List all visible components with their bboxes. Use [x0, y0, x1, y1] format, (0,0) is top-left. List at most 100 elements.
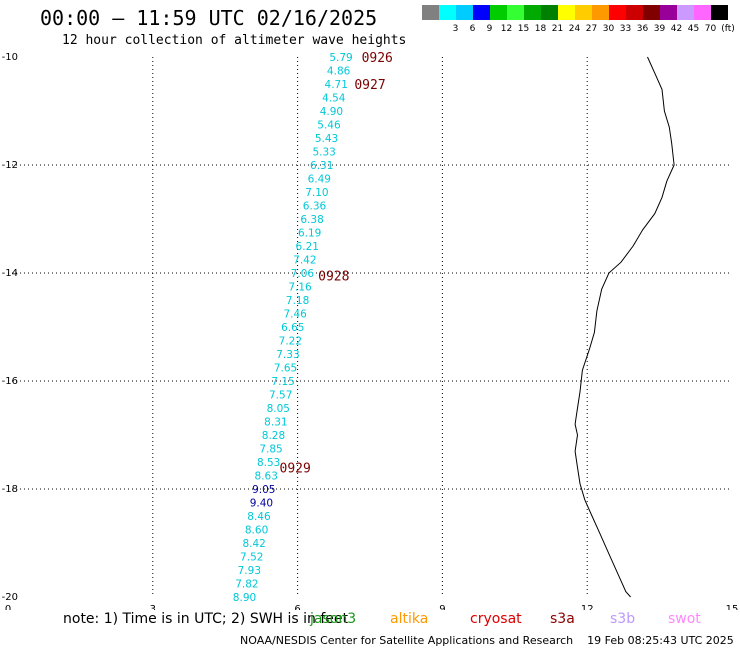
swh-value: 9.05	[252, 484, 275, 496]
scale-tick-label: 42	[670, 24, 683, 34]
swh-value: 8.31	[264, 417, 287, 429]
swh-value: 7.22	[279, 336, 302, 348]
scale-swatch	[592, 5, 609, 20]
scale-swatch	[422, 5, 439, 20]
swh-value: 7.82	[235, 579, 258, 591]
swh-value: 6.19	[298, 228, 321, 240]
timestamp: 19 Feb 08:25:43 UTC 2025	[587, 634, 734, 647]
satellite-legend-item: swot	[668, 611, 701, 627]
pass-label: 0927	[354, 78, 385, 93]
y-tick-label: -16	[2, 376, 18, 387]
swh-value: 5.43	[315, 133, 338, 145]
satellite-legend-item: s3b	[610, 611, 636, 627]
scale-tick-label: 27	[585, 24, 598, 34]
credit-text: NOAA/NESDIS Center for Satellite Applica…	[240, 634, 574, 647]
pass-labels: 0926 0927 0928 0929	[280, 51, 393, 476]
swh-value: 7.85	[259, 444, 282, 456]
swh-value: 5.33	[312, 147, 335, 159]
swh-value: 8.28	[262, 430, 285, 442]
swh-value: 6.49	[308, 174, 331, 186]
y-tick-label: -10	[2, 52, 18, 63]
swh-value: 7.16	[288, 282, 312, 294]
swh-value: 7.18	[286, 295, 309, 307]
scale-swatch	[626, 5, 643, 20]
scale-tick-label: 33	[619, 24, 632, 34]
swh-value: 8.53	[257, 457, 280, 469]
scale-tick-label: 30	[602, 24, 615, 34]
scale-tick-label: 21	[551, 24, 564, 34]
scale-swatch	[473, 5, 490, 20]
footnote: note: 1) Time is in UTC; 2) SWH is in fe…	[63, 611, 349, 627]
scale-tick-label: 70	[704, 24, 717, 34]
pass-label: 0928	[318, 270, 349, 285]
altimeter-map: 0 3 6 9 12 15 -10 -12 -14 -16 -18 -20 5.79 4.864.71…	[2, 51, 739, 610]
scale-swatch	[711, 5, 728, 20]
scale-tick-label: 45	[687, 24, 700, 34]
scale-swatch	[575, 5, 592, 20]
latitude-axis: -10 -12 -14 -16 -18 -20	[2, 52, 18, 603]
swh-value: 4.90	[320, 106, 343, 118]
x-tick-label: 9	[439, 604, 445, 610]
x-tick-label: 15	[726, 604, 739, 610]
swh-value: 7.52	[240, 552, 263, 564]
scale-swatch	[490, 5, 507, 20]
scale-swatch	[660, 5, 677, 20]
scale-swatch	[558, 5, 575, 20]
swh-value: 5.79	[329, 52, 352, 64]
swh-value: 7.15	[271, 376, 294, 388]
x-tick-label: 0	[5, 604, 11, 610]
scale-unit: (ft)	[721, 24, 735, 34]
scale-tick-label: 39	[653, 24, 666, 34]
swh-value: 4.54	[322, 93, 346, 105]
swh-value: 6.65	[281, 322, 304, 334]
swh-value: 4.86	[327, 66, 351, 78]
y-tick-label: -12	[2, 160, 18, 171]
y-tick-label: -20	[2, 592, 18, 603]
scale-tick-label: 12	[500, 24, 513, 34]
swh-value: 7.65	[274, 363, 297, 375]
swh-value: 8.63	[255, 471, 278, 483]
swh-value: 8.60	[245, 525, 268, 537]
satellite-legend-item: cryosat	[470, 611, 522, 627]
swh-value: 6.31	[310, 160, 333, 172]
pass-label: 0926	[362, 51, 393, 66]
swh-value: 7.46	[283, 309, 307, 321]
scale-tick-label: 18	[534, 24, 547, 34]
longitude-axis: 0 3 6 9 12 15	[5, 604, 739, 610]
scale-tick-label: 36	[636, 24, 649, 34]
swh-value: 8.46	[247, 511, 271, 523]
swh-value: 7.06	[291, 268, 315, 280]
scale-tick-label: 9	[486, 24, 493, 34]
scale-swatch	[677, 5, 694, 20]
scale-tick-label: 6	[469, 24, 476, 34]
coastline	[574, 56, 675, 598]
swh-value: 5.46	[317, 120, 341, 132]
scale-swatch	[643, 5, 660, 20]
swh-value: 9.40	[250, 498, 273, 510]
chart-title: 00:00 – 11:59 UTC 02/16/2025	[40, 6, 378, 30]
swh-value: 4.71	[325, 79, 348, 91]
map-grid	[8, 57, 732, 597]
x-tick-label: 3	[150, 604, 156, 610]
satellite-legend-item: altika	[390, 611, 429, 627]
y-tick-label: -18	[2, 484, 18, 495]
swh-value: 6.36	[303, 201, 327, 213]
scale-swatch	[609, 5, 626, 20]
swh-value: 7.33	[276, 349, 299, 361]
credit-line: NOAA/NESDIS Center for Satellite Applica…	[240, 634, 734, 647]
satellite-legend-item: jason3	[310, 611, 357, 627]
scale-tick-label: 15	[517, 24, 530, 34]
swh-value: 7.42	[293, 255, 316, 267]
scale-swatch	[439, 5, 456, 20]
swh-value: 8.42	[242, 538, 265, 550]
wave-height-values: 5.79 4.864.71 4.544.90 5.465.43 5.336.31 6.49…	[233, 52, 353, 604]
scale-swatch	[694, 5, 711, 20]
pass-label: 0929	[280, 461, 311, 476]
swh-value: 6.38	[300, 214, 323, 226]
scale-swatch	[456, 5, 473, 20]
x-tick-label: 6	[294, 604, 300, 610]
scale-swatch	[524, 5, 541, 20]
chart-subtitle: 12 hour collection of altimeter wave hei…	[62, 33, 407, 48]
satellite-legend-item: s3a	[550, 611, 575, 627]
swh-value: 7.10	[305, 187, 328, 199]
